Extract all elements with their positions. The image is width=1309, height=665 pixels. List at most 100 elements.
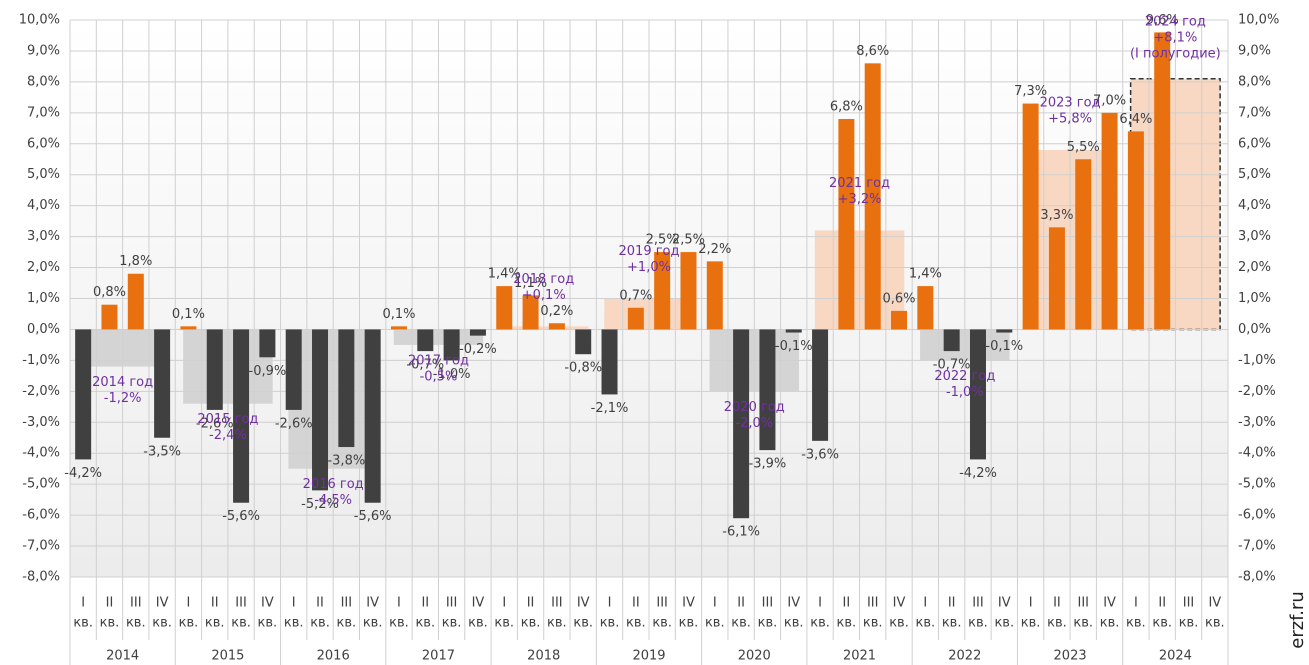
quarter-label: III: [1183, 596, 1195, 611]
y2-tick-label: 5,0%: [1238, 167, 1271, 182]
y-tick-label: 10,0%: [19, 13, 60, 28]
bar: [285, 329, 302, 410]
bar: [127, 273, 144, 330]
bar: [680, 252, 697, 330]
bar: [1022, 103, 1039, 330]
year-label: 2014: [106, 649, 139, 664]
quarter-label: III: [656, 596, 668, 611]
annual-label: 2024 год: [1145, 15, 1206, 30]
quarter-label: IV: [682, 596, 695, 611]
data-label: 1,8%: [119, 254, 152, 269]
quarter-suffix: кв.: [1073, 616, 1093, 631]
bar: [417, 329, 434, 352]
quarter-label: III: [972, 596, 984, 611]
bar: [654, 252, 671, 330]
quarter-label: IV: [577, 596, 590, 611]
data-label: 2,2%: [698, 242, 731, 257]
bar: [259, 329, 276, 358]
data-label: 0,7%: [619, 288, 652, 303]
y2-tick-label: 8,0%: [1238, 74, 1271, 89]
year-label: 2019: [632, 649, 665, 664]
y-tick-label: 7,0%: [27, 105, 60, 120]
quarter-suffix: кв.: [810, 616, 830, 631]
quarter-label: III: [446, 596, 458, 611]
quarter-suffix: кв.: [337, 616, 357, 631]
y-tick-label: -7,0%: [22, 539, 60, 554]
bar: [917, 286, 934, 330]
quarter-suffix: кв.: [1100, 616, 1120, 631]
y2-tick-label: 2,0%: [1238, 260, 1271, 275]
annual-label: 2018 год: [513, 272, 574, 287]
watermark: erzf.ru: [1287, 591, 1308, 648]
bar: [496, 286, 513, 330]
data-label: -2,6%: [275, 416, 313, 431]
bar: [75, 329, 92, 460]
data-label: 0,6%: [883, 291, 916, 306]
annual-label: +8,1%: [1153, 31, 1197, 46]
data-label: 1,4%: [488, 267, 521, 282]
bar: [101, 304, 118, 330]
quarter-suffix: кв.: [547, 616, 567, 631]
quarter-label: II: [632, 596, 640, 611]
quarter-label: IV: [156, 596, 169, 611]
quarter-suffix: кв.: [626, 616, 646, 631]
bar: [627, 307, 644, 330]
data-label: 0,1%: [172, 307, 205, 322]
bar: [785, 329, 802, 333]
y2-tick-label: 6,0%: [1238, 136, 1271, 151]
annual-label: -1,2%: [104, 391, 142, 406]
bar: [1101, 112, 1118, 330]
bar: [733, 329, 750, 519]
quarter-label: I: [502, 596, 506, 611]
bar: [601, 329, 618, 395]
quarter-suffix: кв.: [573, 616, 593, 631]
annual-label: -0,5%: [420, 369, 458, 384]
data-label: -3,9%: [749, 457, 787, 472]
data-label: -0,7%: [406, 358, 444, 373]
quarter-label: I: [292, 596, 296, 611]
data-label: 1,1%: [514, 276, 547, 291]
data-label: -6,1%: [722, 525, 760, 540]
y-tick-label: -2,0%: [22, 384, 60, 399]
quarter-label: I: [713, 596, 717, 611]
annual-label: +1,0%: [627, 260, 671, 275]
y2-tick-label: -5,0%: [1238, 477, 1276, 492]
y-tick-label: -4,0%: [22, 446, 60, 461]
data-label: 9,6%: [1146, 13, 1179, 28]
quarter-label: II: [843, 596, 851, 611]
quarter-suffix: кв.: [1152, 616, 1172, 631]
y2-tick-label: 9,0%: [1238, 43, 1271, 58]
data-label: 1,4%: [909, 267, 942, 282]
quarter-label: III: [762, 596, 774, 611]
quarter-suffix: кв.: [442, 616, 462, 631]
data-label: 8,6%: [856, 44, 889, 59]
quarter-label: I: [1029, 596, 1033, 611]
bar: [443, 329, 460, 361]
quarter-label: II: [1053, 596, 1061, 611]
y2-tick-label: 10,0%: [1238, 13, 1279, 28]
bar: [233, 329, 250, 503]
quarter-suffix: кв.: [942, 616, 962, 631]
quarter-label: II: [948, 596, 956, 611]
quarter-label: III: [867, 596, 879, 611]
bar: [312, 329, 329, 491]
y2-tick-label: -8,0%: [1238, 570, 1276, 585]
year-label: 2022: [948, 649, 981, 664]
annual-label: 2016 год: [303, 477, 364, 492]
y-tick-label: 4,0%: [27, 198, 60, 213]
data-label: 7,3%: [1014, 84, 1047, 99]
y2-tick-label: -1,0%: [1238, 353, 1276, 368]
annual-label: 2022 год: [934, 369, 995, 384]
y2-tick-label: 1,0%: [1238, 291, 1271, 306]
quarter-suffix: кв.: [100, 616, 120, 631]
y2-tick-label: -6,0%: [1238, 508, 1276, 523]
quarter-label: II: [316, 596, 324, 611]
data-label: -2,6%: [196, 416, 234, 431]
y2-tick-label: -2,0%: [1238, 384, 1276, 399]
quarter-suffix: кв.: [126, 616, 146, 631]
year-label: 2023: [1054, 649, 1087, 664]
year-label: 2021: [843, 649, 876, 664]
annual-label: +0,1%: [522, 288, 566, 303]
bar: [838, 119, 855, 330]
